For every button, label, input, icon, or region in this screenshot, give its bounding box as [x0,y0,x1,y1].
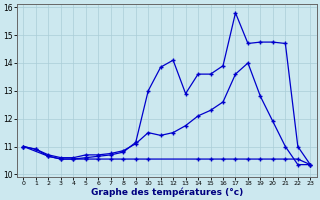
X-axis label: Graphe des températures (°c): Graphe des températures (°c) [91,187,243,197]
